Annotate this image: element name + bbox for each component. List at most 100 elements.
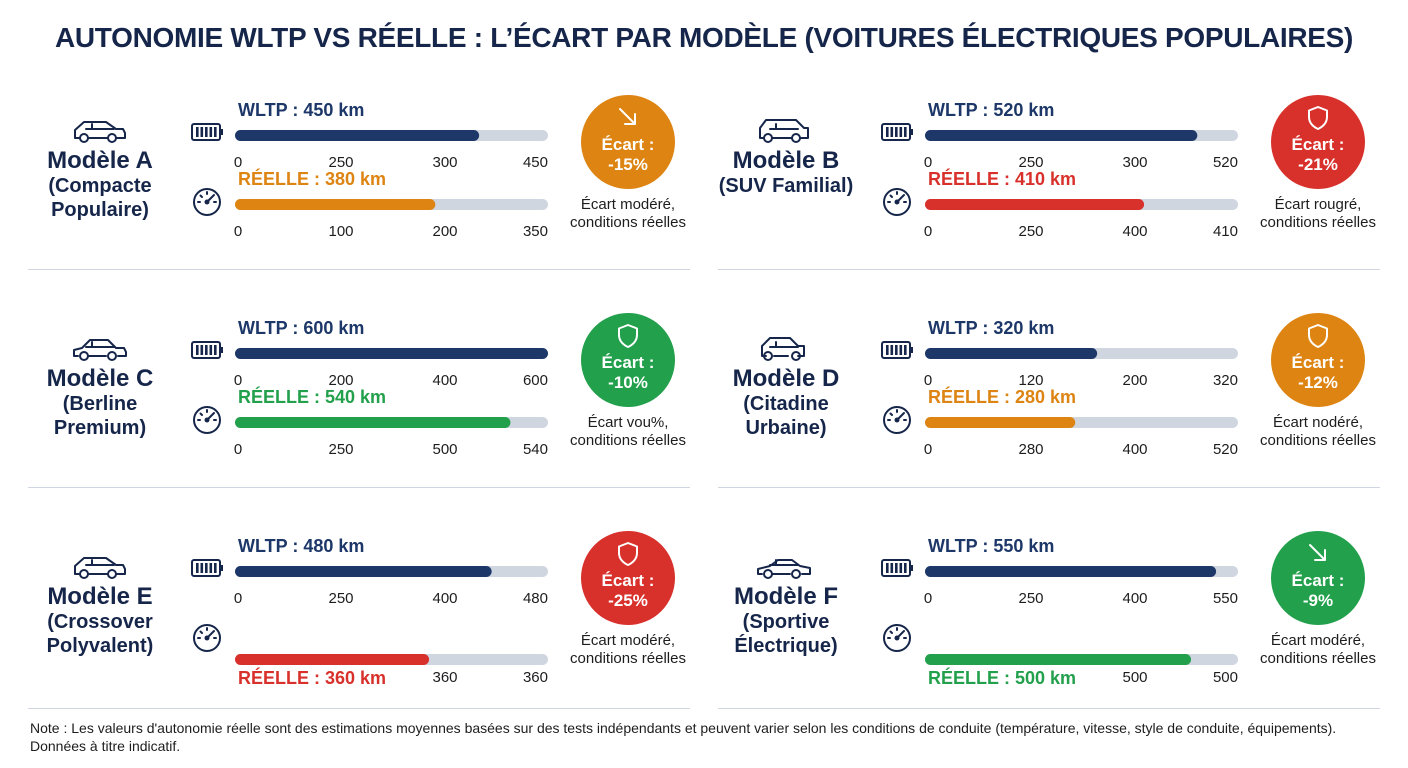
reelle-tick-label: 0 bbox=[234, 223, 242, 240]
wltp-tick-label: 450 bbox=[523, 154, 548, 171]
shield-icon bbox=[618, 324, 638, 348]
speedometer-icon bbox=[191, 404, 223, 439]
gap-badge: Écart : -15% bbox=[581, 95, 675, 189]
gap-caption-line: Écart modéré, bbox=[580, 196, 676, 213]
model-name: Modèle A bbox=[47, 147, 153, 174]
reelle-tick-label: 350 bbox=[523, 223, 548, 240]
wltp-tick-label: 0 bbox=[234, 154, 242, 171]
model-name: Modèle C bbox=[46, 365, 154, 392]
gap-label: Écart : bbox=[1291, 571, 1345, 590]
reelle-bar-chart: RÉELLE : 410 km 0 250 400 410 bbox=[924, 168, 1238, 240]
gap-caption: Écart vou%, conditions réelles bbox=[553, 414, 703, 450]
gap-badge: Écart : -12% bbox=[1271, 313, 1365, 407]
reelle-bar-chart: RÉELLE : 360 km 360 360 bbox=[235, 654, 548, 688]
speedometer-icon bbox=[191, 622, 223, 657]
battery-icon bbox=[191, 558, 225, 583]
model-category: (Crossover bbox=[47, 611, 153, 633]
reelle-tick-label: 360 bbox=[432, 669, 457, 686]
reelle-bar-fill bbox=[925, 417, 1076, 428]
wltp-tick-label: 480 bbox=[523, 590, 548, 607]
reelle-tick-label: 410 bbox=[1213, 223, 1238, 240]
gap-label: Écart : bbox=[1291, 353, 1345, 372]
section-divider bbox=[718, 708, 1380, 709]
gap-caption: Écart nodéré, conditions réelles bbox=[1243, 414, 1393, 450]
wltp-tick-label: 250 bbox=[1018, 154, 1043, 171]
reelle-tick-label: 360 bbox=[523, 669, 548, 686]
reelle-tick-label: 520 bbox=[1213, 441, 1238, 458]
model-name: Modèle D bbox=[732, 365, 840, 392]
wltp-tick-label: 400 bbox=[432, 372, 457, 389]
wltp-tick-label: 550 bbox=[1213, 590, 1238, 607]
gap-badge: Écart : -25% bbox=[581, 531, 675, 625]
model-category: Premium) bbox=[53, 417, 147, 439]
wltp-bar-chart: WLTP : 320 km 0 120 200 320 bbox=[924, 318, 1238, 389]
reelle-bar-fill bbox=[925, 199, 1145, 210]
gap-caption: Écart modéré, conditions réelles bbox=[553, 196, 703, 232]
arrow-down-right-icon bbox=[1309, 544, 1326, 561]
wltp-bar-chart: WLTP : 600 km 0 200 400 600 bbox=[234, 318, 548, 389]
model-category: (Compacte bbox=[48, 175, 152, 197]
wltp-tick-label: 250 bbox=[328, 154, 353, 171]
gap-value: -12% bbox=[1298, 373, 1338, 392]
model-category: (Berline bbox=[62, 393, 138, 415]
model-card: Modèle D (Citadine Urbaine) WLTP : 320 km 0 1… bbox=[718, 296, 1408, 510]
reelle-tick-label: 500 bbox=[1213, 669, 1238, 686]
reelle-label: RÉELLE : 380 km bbox=[238, 168, 386, 189]
speedometer-icon bbox=[881, 186, 913, 221]
wltp-tick-label: 250 bbox=[1018, 590, 1043, 607]
reelle-tick-label: 280 bbox=[1018, 441, 1043, 458]
model-label: Modèle D (Citadine Urbaine) bbox=[711, 366, 861, 440]
gap-caption-line: conditions réelles bbox=[570, 214, 686, 231]
battery-icon bbox=[191, 122, 225, 147]
reelle-tick-label: 250 bbox=[1018, 223, 1043, 240]
gap-label: Écart : bbox=[1291, 135, 1345, 154]
model-card: Modèle E (Crossover Polyvalent) WLTP : 480 … bbox=[28, 514, 718, 728]
model-category: Urbaine) bbox=[745, 417, 827, 439]
wltp-bar-chart: WLTP : 550 km 0 250 400 550 bbox=[924, 536, 1238, 607]
model-card: Modèle B (SUV Familial) WLTP : 520 km 0 250 3… bbox=[718, 78, 1408, 292]
wltp-label: WLTP : 600 km bbox=[238, 318, 364, 338]
section-divider bbox=[28, 269, 690, 270]
model-category: Électrique) bbox=[734, 635, 838, 657]
model-category: Polyvalent) bbox=[46, 635, 154, 657]
wltp-bar-chart: WLTP : 480 km 0 250 400 480 bbox=[234, 536, 548, 607]
suv-car-icon bbox=[756, 116, 812, 151]
sedan-car-icon bbox=[72, 334, 128, 369]
reelle-tick-label: 0 bbox=[924, 223, 932, 240]
gap-caption-line: Écart modéré, bbox=[1270, 632, 1366, 649]
wltp-tick-label: 120 bbox=[1018, 372, 1043, 389]
arrow-down-right-icon bbox=[619, 108, 636, 125]
wltp-tick-label: 0 bbox=[924, 154, 932, 171]
wltp-tick-label: 0 bbox=[924, 372, 932, 389]
reelle-bar-fill bbox=[235, 417, 511, 428]
section-divider bbox=[718, 269, 1380, 270]
gap-caption: Écart rougré, conditions réelles bbox=[1243, 196, 1393, 232]
sports-car-icon bbox=[756, 552, 812, 587]
section-divider bbox=[718, 487, 1380, 488]
gap-badge: Écart : -21% bbox=[1271, 95, 1365, 189]
section-divider bbox=[28, 487, 690, 488]
wltp-tick-label: 0 bbox=[234, 372, 242, 389]
gap-value: -10% bbox=[608, 373, 648, 392]
battery-icon bbox=[881, 558, 915, 583]
speedometer-icon bbox=[881, 404, 913, 439]
reelle-tick-label: 250 bbox=[328, 441, 353, 458]
model-card: Modèle A (Compacte Populaire) WLTP : 450 km… bbox=[28, 78, 718, 292]
gap-value: -21% bbox=[1298, 155, 1338, 174]
model-card: Modèle C (Berline Premium) WLTP : 600 km 0 20… bbox=[28, 296, 718, 510]
footnote: Note : Les valeurs d'autonomie réelle so… bbox=[30, 720, 1337, 754]
model-name: Modèle B bbox=[732, 147, 840, 174]
reelle-label: RÉELLE : 360 km bbox=[238, 667, 386, 688]
speedometer-icon bbox=[881, 622, 913, 657]
gap-caption-line: Écart nodéré, bbox=[1272, 414, 1364, 431]
model-name: Modèle F bbox=[733, 583, 838, 610]
model-category: (Citadine bbox=[743, 393, 829, 415]
model-label: Modèle A (Compacte Populaire) bbox=[25, 148, 175, 222]
wltp-label: WLTP : 480 km bbox=[238, 536, 364, 556]
wltp-tick-label: 300 bbox=[1122, 154, 1147, 171]
reelle-label: RÉELLE : 500 km bbox=[928, 667, 1076, 688]
reelle-tick-label: 400 bbox=[1122, 441, 1147, 458]
reelle-bar-fill bbox=[235, 199, 436, 210]
wltp-bar-chart: WLTP : 520 km 0 250 300 520 bbox=[924, 100, 1238, 171]
wltp-tick-label: 520 bbox=[1213, 154, 1238, 171]
